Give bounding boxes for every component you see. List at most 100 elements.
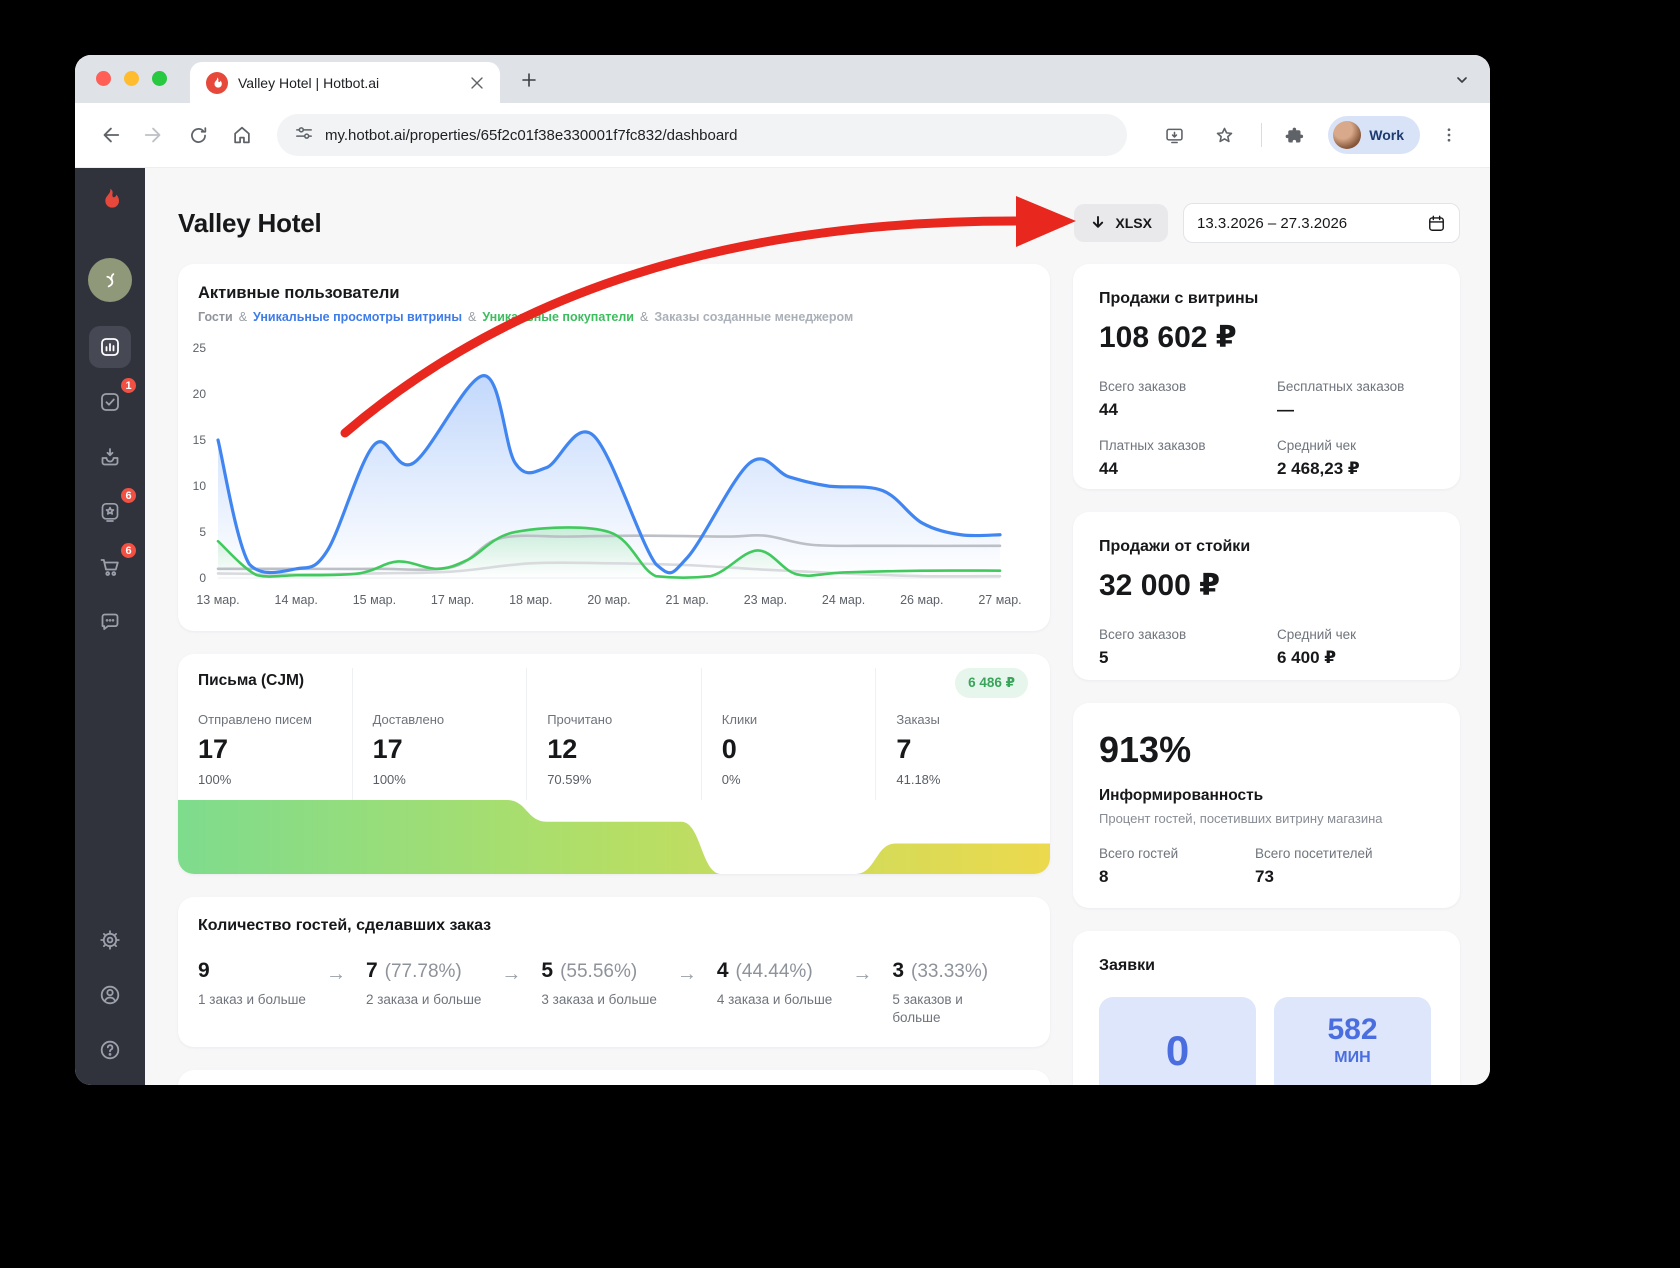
extensions-puzzle-icon[interactable] bbox=[1274, 116, 1312, 154]
property-avatar[interactable] bbox=[88, 258, 132, 302]
stat-free-orders: Бесплатных заказов — bbox=[1277, 379, 1405, 419]
profile-name: Work bbox=[1369, 127, 1404, 143]
svg-text:17 мар.: 17 мар. bbox=[431, 593, 474, 607]
step-arrow-icon: → bbox=[325, 963, 346, 985]
sidebar-item-help[interactable] bbox=[89, 1029, 131, 1071]
awareness-title: Информированность bbox=[1099, 787, 1264, 804]
sidebar-item-orders-cart[interactable]: 6 bbox=[89, 541, 138, 588]
sidebar-bottom-group bbox=[89, 906, 131, 1071]
url-text: my.hotbot.ai/properties/65f2c01f38e33000… bbox=[325, 126, 738, 144]
sidebar-item-dashboard[interactable] bbox=[89, 326, 131, 368]
funnel-step-read: Прочитано 12 70.59% bbox=[526, 668, 701, 800]
toolbar-divider bbox=[1261, 123, 1263, 147]
home-icon[interactable] bbox=[223, 116, 261, 154]
address-bar[interactable]: my.hotbot.ai/properties/65f2c01f38e33000… bbox=[277, 114, 1127, 156]
step-arrow-icon: → bbox=[676, 963, 697, 985]
stat-total-orders: Всего заказов 44 bbox=[1099, 379, 1187, 419]
funnel-step-delivered: Доставлено 17 100% bbox=[351, 668, 527, 800]
sidebar-item-inbox[interactable] bbox=[89, 436, 131, 478]
awareness-card: 913% Информированность Процент гостей, п… bbox=[1073, 703, 1460, 908]
order-step-2: 7 (77.78%) 2 заказа и больше bbox=[365, 959, 482, 1007]
install-app-icon[interactable] bbox=[1155, 116, 1193, 154]
legend-unique-views[interactable]: Уникальные просмотры витрины bbox=[253, 310, 463, 324]
date-range-picker[interactable]: 13.3.2026 – 27.3.2026 bbox=[1183, 203, 1460, 243]
legend-guests[interactable]: Гости bbox=[198, 310, 233, 324]
svg-text:20 мар.: 20 мар. bbox=[587, 593, 630, 607]
sidebar-item-reviews[interactable]: 6 bbox=[89, 486, 138, 533]
guests-orders-card: Количество гостей, сделавших заказ 9 1 з… bbox=[178, 897, 1050, 1047]
requests-tile-minutes[interactable]: 582 МИН bbox=[1274, 997, 1431, 1085]
tab-search-chevron-icon[interactable] bbox=[1450, 68, 1474, 92]
stat-total-visitors: Всего посетителей 73 bbox=[1255, 846, 1373, 886]
funnel-step-orders: Заказы 7 41.18% bbox=[875, 668, 1050, 800]
emails-funnel-columns: Отправлено писем 17 100% Доставлено 17 1… bbox=[178, 668, 1050, 800]
awareness-subtitle: Процент гостей, посетивших витрину магаз… bbox=[1099, 811, 1383, 826]
stat-desk-total-orders: Всего заказов 5 bbox=[1099, 627, 1187, 667]
forward-icon[interactable] bbox=[135, 116, 173, 154]
legend-manager-orders[interactable]: Заказы созданные менеджером bbox=[654, 310, 854, 324]
reviews-badge: 6 bbox=[119, 486, 138, 505]
browser-profile-chip[interactable]: Work bbox=[1328, 116, 1420, 154]
tab-title: Valley Hotel | Hotbot.ai bbox=[238, 74, 380, 91]
calendar-icon bbox=[1429, 215, 1444, 231]
legend-unique-buyers[interactable]: Уникальные покупатели bbox=[482, 310, 634, 324]
stat-desk-average-check: Средний чек 6 400 ₽ bbox=[1277, 627, 1357, 667]
dashboard-main: Valley Hotel XLSX 13.3.2026 – 27.3.2026 bbox=[145, 168, 1490, 1085]
svg-text:26 мар.: 26 мар. bbox=[900, 593, 943, 607]
requests-card: Заявки 0 582 МИН bbox=[1073, 931, 1460, 1085]
svg-text:15 мар.: 15 мар. bbox=[353, 593, 396, 607]
app-sidebar: 1 6 6 bbox=[75, 168, 145, 1085]
stat-total-guests: Всего гостей 8 bbox=[1099, 846, 1179, 886]
close-window-button[interactable] bbox=[96, 71, 111, 86]
tab-favicon-icon bbox=[206, 71, 228, 94]
sidebar-item-tasks[interactable]: 1 bbox=[89, 376, 138, 423]
browser-menu-kebab-icon[interactable] bbox=[1430, 116, 1468, 154]
browser-tab[interactable]: Valley Hotel | Hotbot.ai bbox=[190, 62, 500, 103]
tasks-badge: 1 bbox=[119, 376, 138, 395]
new-tab-button[interactable] bbox=[517, 68, 541, 92]
sidebar-item-settings[interactable] bbox=[89, 919, 131, 961]
svg-text:27 мар.: 27 мар. bbox=[978, 593, 1021, 607]
bookmark-star-icon[interactable] bbox=[1205, 116, 1243, 154]
chart-legend: Гости & Уникальные просмотры витрины & У… bbox=[198, 310, 854, 324]
back-icon[interactable] bbox=[91, 116, 129, 154]
svg-text:18 мар.: 18 мар. bbox=[509, 593, 552, 607]
svg-text:0: 0 bbox=[199, 571, 206, 585]
minimize-window-button[interactable] bbox=[124, 71, 139, 86]
sidebar-item-account[interactable] bbox=[89, 974, 131, 1016]
right-column: Продажи с витрины 108 602 ₽ Всего заказо… bbox=[1073, 264, 1460, 1085]
hotbot-flame-logo bbox=[97, 186, 123, 212]
reload-icon[interactable] bbox=[179, 116, 217, 154]
step-arrow-icon: → bbox=[852, 963, 873, 985]
emails-title: Письма (CJM) bbox=[198, 672, 305, 689]
download-arrow-icon bbox=[1093, 216, 1104, 228]
svg-text:23 мар.: 23 мар. bbox=[744, 593, 787, 607]
maximize-window-button[interactable] bbox=[152, 71, 167, 86]
app-area: 1 6 6 bbox=[75, 168, 1490, 1085]
emails-funnel-chart bbox=[178, 800, 1050, 874]
export-xlsx-button[interactable]: XLSX bbox=[1074, 204, 1168, 242]
desk-sales-title: Продажи от стойки bbox=[1099, 538, 1251, 555]
requests-tile-count[interactable]: 0 bbox=[1099, 997, 1256, 1085]
site-settings-icon[interactable] bbox=[295, 124, 313, 147]
sidebar-item-chat[interactable] bbox=[89, 601, 131, 643]
svg-text:13 мар.: 13 мар. bbox=[196, 593, 239, 607]
toolbar-right-cluster: Work bbox=[1155, 116, 1474, 154]
guests-orders-title: Количество гостей, сделавших заказ bbox=[198, 917, 492, 934]
step-arrow-icon: → bbox=[501, 963, 522, 985]
tab-close-icon[interactable] bbox=[466, 72, 488, 94]
svg-text:14 мар.: 14 мар. bbox=[275, 593, 318, 607]
stat-average-check: Средний чек 2 468,23 ₽ bbox=[1277, 438, 1360, 478]
order-step-4: 4 (44.44%) 4 заказа и больше bbox=[716, 959, 833, 1007]
profile-avatar bbox=[1333, 121, 1362, 149]
svg-text:21 мар.: 21 мар. bbox=[666, 593, 709, 607]
left-column: Активные пользователи Гости & Уникальные… bbox=[178, 264, 1050, 1085]
page-header: Valley Hotel XLSX 13.3.2026 – 27.3.2026 bbox=[178, 203, 1460, 243]
showcase-sales-title: Продажи с витрины bbox=[1099, 290, 1259, 307]
order-step-5: 3 (33.33%) 5 заказов и больше bbox=[892, 959, 989, 1025]
awareness-percent: 913% bbox=[1099, 729, 1192, 770]
funnel-step-clicks: Клики 0 0% bbox=[700, 668, 876, 800]
svg-text:5: 5 bbox=[199, 525, 206, 539]
active-users-line-chart: 0 5 10 15 20 25 13 мар. 14 мар. 15 мар. 17 мар. 18… bbox=[193, 341, 1022, 607]
window-controls bbox=[96, 71, 167, 86]
